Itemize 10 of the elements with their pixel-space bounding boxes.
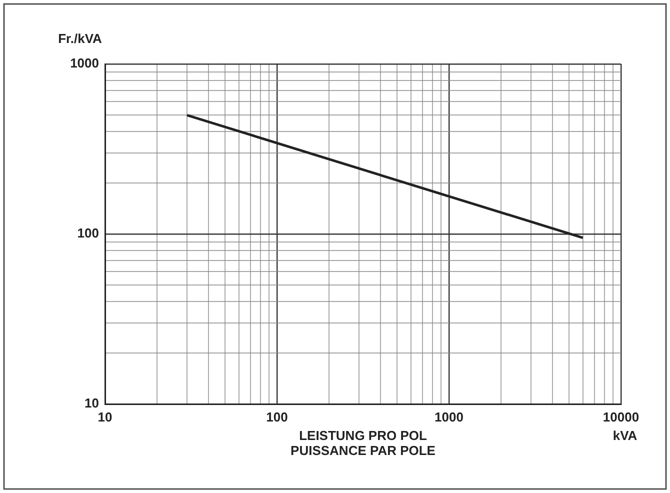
x-tick-label: 10000 <box>602 409 640 424</box>
text: kVA <box>612 428 638 444</box>
x-axis-title: LEISTUNG PRO POL PUISSANCE PAR POLE <box>290 428 436 458</box>
x-tick-label: 1000 <box>434 409 464 424</box>
x-tick-label: 100 <box>266 409 288 424</box>
y-axis-title: Fr./kVA <box>58 31 103 46</box>
x-tick-label: 10 <box>98 409 112 424</box>
y-tick-label: 10 <box>84 396 99 411</box>
y-tick-label: 1000 <box>70 56 99 71</box>
y-tick-label: 100 <box>77 226 99 241</box>
